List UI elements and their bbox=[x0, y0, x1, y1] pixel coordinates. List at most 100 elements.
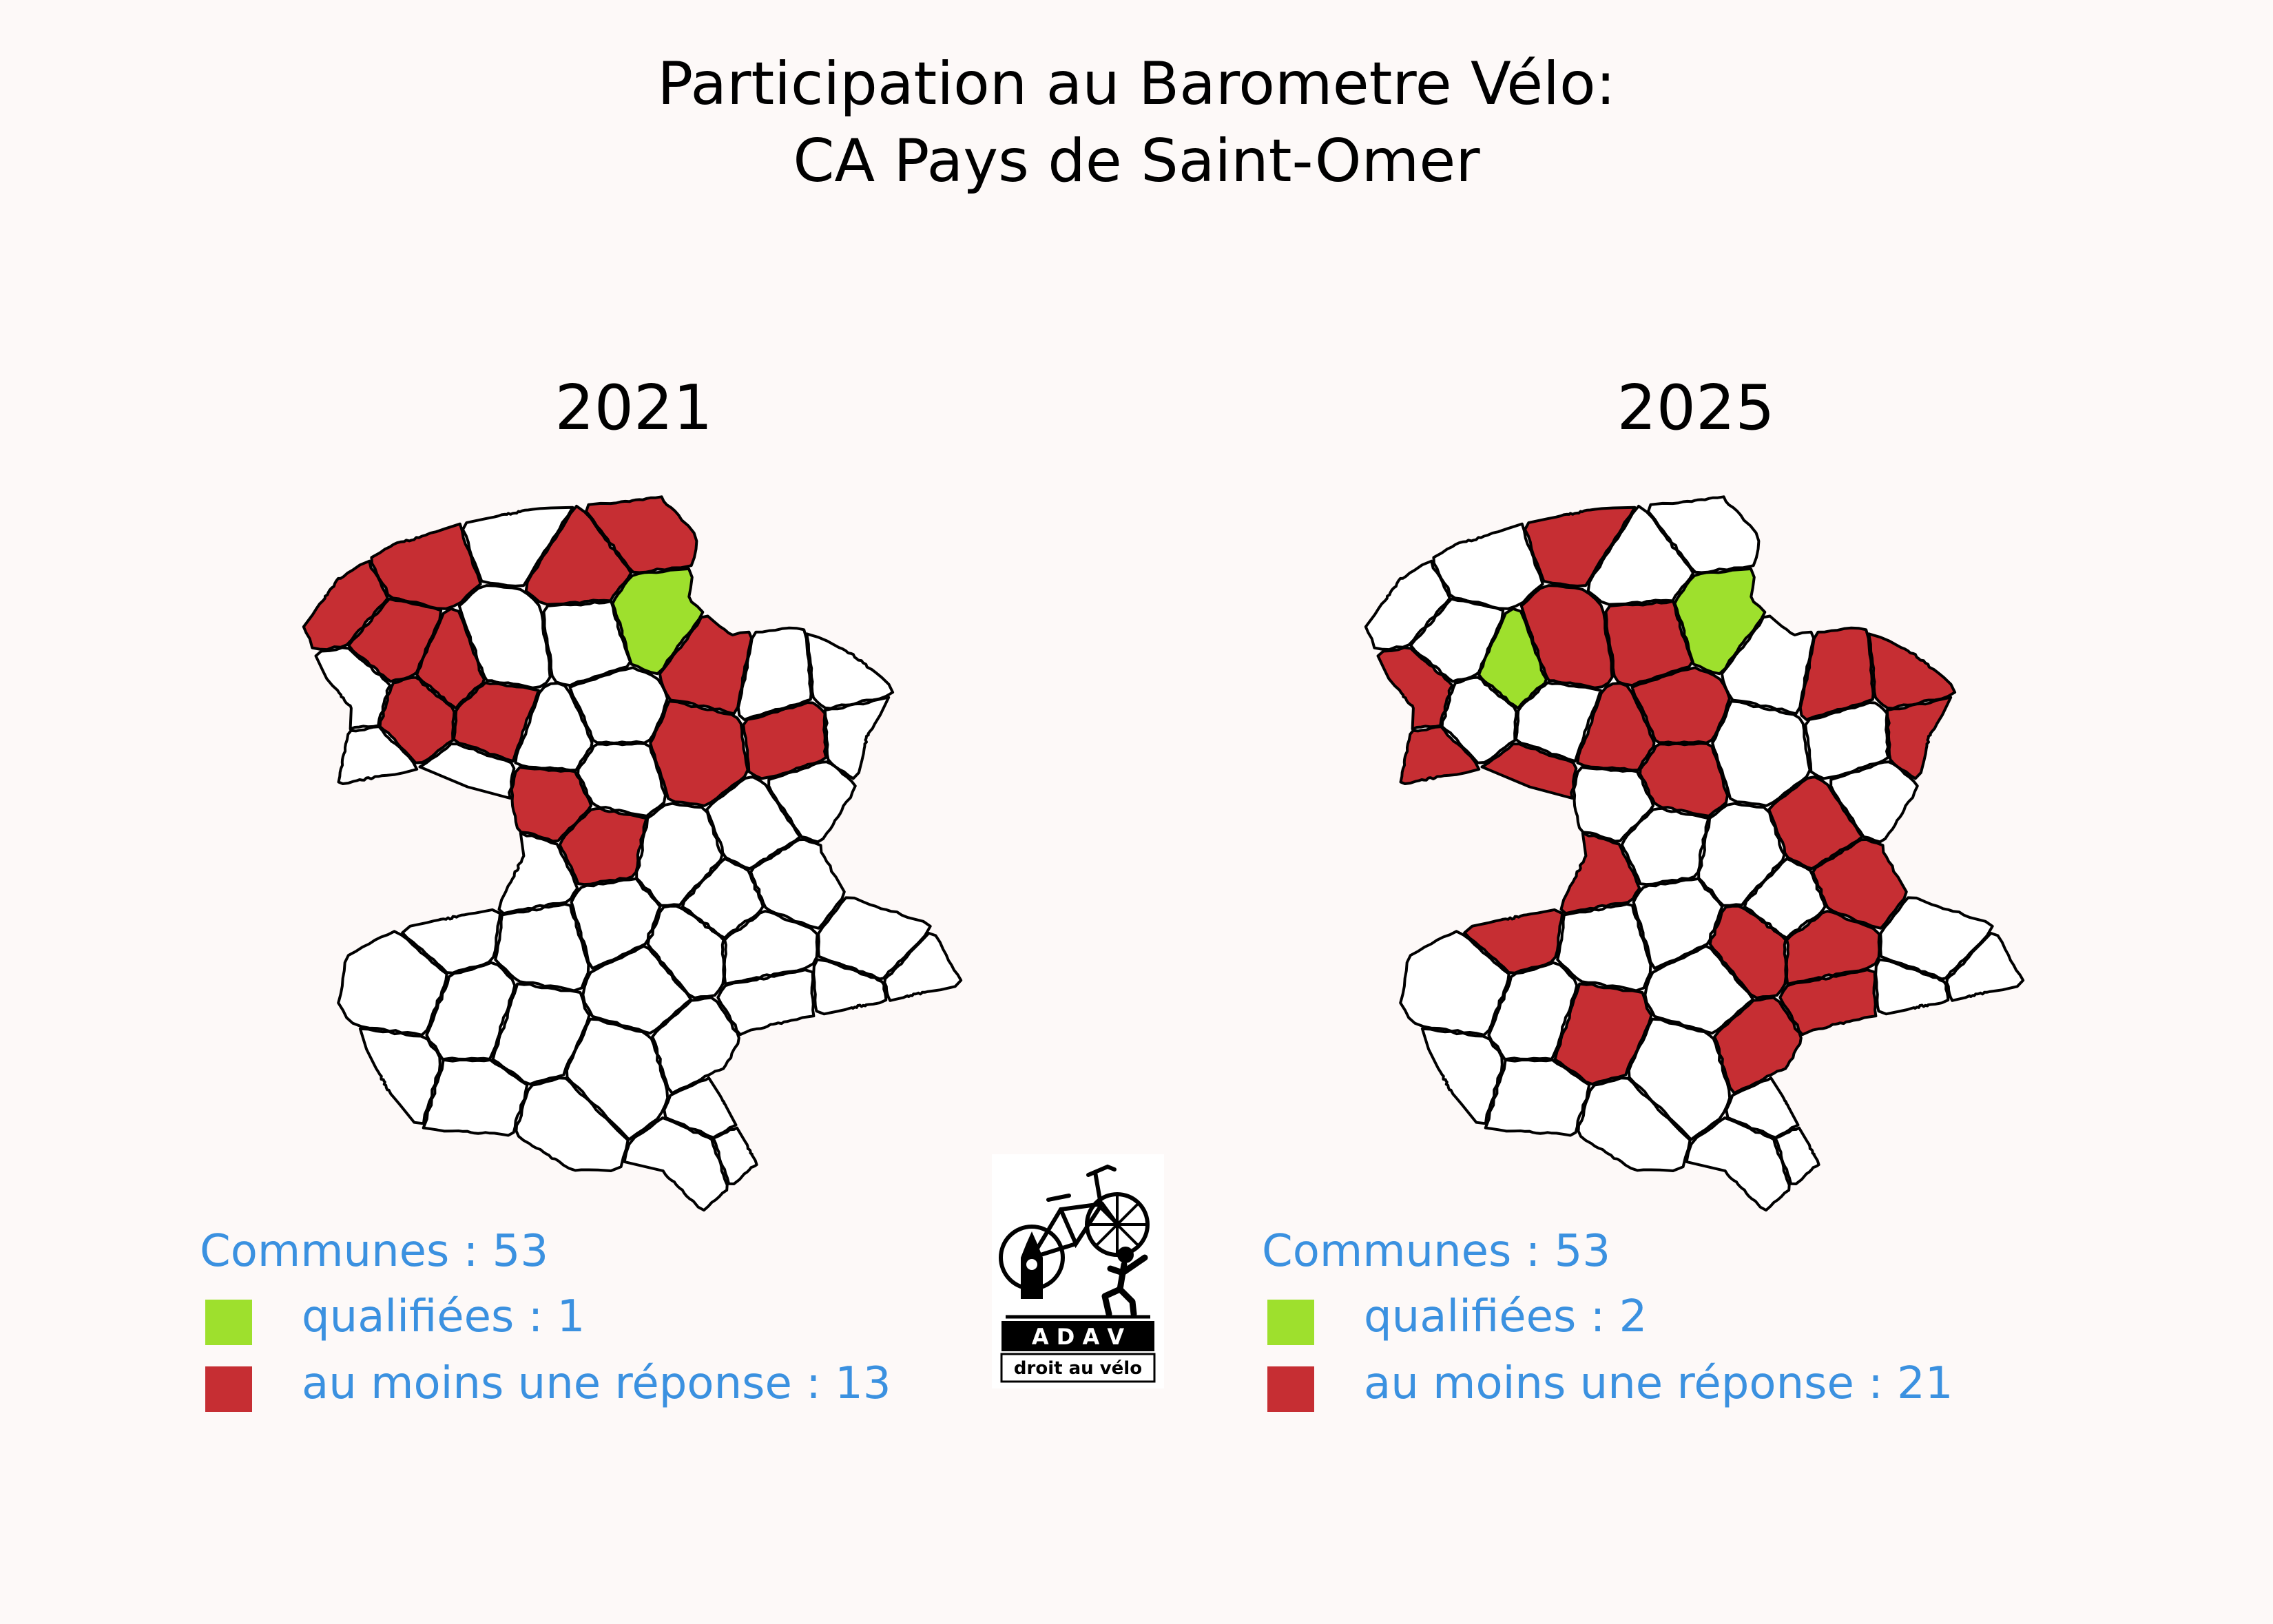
commune-responded bbox=[1812, 837, 1908, 930]
commune-none bbox=[1945, 932, 2025, 1002]
commune-responded bbox=[558, 806, 648, 886]
commune-responded bbox=[1778, 968, 1878, 1037]
commune-responded bbox=[452, 681, 540, 763]
commune-none bbox=[817, 896, 932, 981]
commune-none bbox=[716, 968, 816, 1037]
commune-none bbox=[577, 742, 667, 818]
qualified-swatch bbox=[1267, 1300, 1314, 1345]
commune-none bbox=[497, 831, 579, 915]
commune-none bbox=[568, 666, 669, 745]
commune-none bbox=[1432, 522, 1544, 610]
commune-none bbox=[425, 961, 517, 1061]
commune-responded bbox=[742, 701, 828, 780]
commune-none bbox=[514, 682, 594, 772]
commune-none bbox=[1874, 958, 1950, 1016]
commune-none bbox=[736, 626, 813, 721]
commune-none bbox=[681, 857, 765, 939]
commune-responded bbox=[649, 700, 749, 807]
commune-none bbox=[401, 908, 502, 975]
communes-count: Communes : 53 bbox=[200, 1226, 549, 1277]
responded-swatch bbox=[205, 1366, 252, 1412]
commune-responded bbox=[510, 766, 593, 843]
adav-logo: A D A V droit au vélo bbox=[992, 1154, 1164, 1388]
commune-none bbox=[1577, 1076, 1692, 1172]
commune-none bbox=[1556, 902, 1652, 992]
responded-label: au moins une réponse : 13 bbox=[302, 1358, 891, 1409]
commune-responded bbox=[347, 597, 443, 683]
commune-responded bbox=[1559, 831, 1641, 915]
commune-responded bbox=[1630, 666, 1731, 745]
commune-none bbox=[1627, 1017, 1732, 1141]
map-2021 bbox=[302, 495, 963, 1212]
commune-none bbox=[805, 632, 895, 710]
commune-none bbox=[767, 760, 857, 844]
commune-responded bbox=[1713, 996, 1803, 1095]
commune-none bbox=[623, 1116, 729, 1212]
commune-responded bbox=[1399, 725, 1481, 785]
commune-none bbox=[883, 932, 963, 1002]
commune-responded bbox=[1798, 626, 1875, 721]
title-line-1: Participation au Barometre Vélo: bbox=[657, 50, 1616, 118]
commune-none bbox=[663, 1076, 738, 1139]
commune-responded bbox=[1576, 682, 1656, 772]
logo-band-text: A D A V bbox=[1032, 1324, 1125, 1350]
commune-responded bbox=[1519, 584, 1614, 689]
qualified-swatch bbox=[205, 1300, 252, 1345]
commune-none bbox=[1572, 766, 1655, 843]
qualified-label: qualifiées : 2 bbox=[1364, 1291, 1648, 1342]
commune-responded bbox=[1639, 742, 1729, 818]
commune-responded bbox=[370, 522, 482, 610]
qualified-label: qualifiées : 1 bbox=[302, 1291, 585, 1342]
commune-none bbox=[1399, 930, 1511, 1037]
commune-none bbox=[358, 1027, 442, 1125]
commune-none bbox=[515, 1076, 630, 1172]
commune-none bbox=[457, 584, 552, 689]
commune-none bbox=[1364, 559, 1451, 652]
commune-none bbox=[418, 742, 516, 800]
map-2025 bbox=[1364, 495, 2025, 1212]
commune-none bbox=[1804, 701, 1890, 780]
commune-none bbox=[337, 930, 448, 1037]
commune-responded bbox=[524, 504, 633, 606]
commune-none bbox=[461, 506, 574, 587]
commune-none bbox=[1685, 1116, 1791, 1212]
commune-responded bbox=[1480, 742, 1578, 800]
commune-none bbox=[651, 996, 740, 1095]
commune-responded bbox=[1523, 506, 1637, 587]
commune-responded bbox=[302, 559, 389, 652]
responded-swatch bbox=[1267, 1366, 1314, 1412]
commune-none bbox=[823, 696, 891, 780]
commune-none bbox=[812, 958, 888, 1016]
commune-none bbox=[712, 1126, 758, 1185]
commune-none bbox=[491, 982, 591, 1086]
commune-responded bbox=[1785, 910, 1881, 986]
commune-none bbox=[1409, 597, 1505, 683]
commune-none bbox=[1586, 504, 1695, 606]
commune-none bbox=[1620, 806, 1710, 886]
commune-none bbox=[1829, 760, 1919, 844]
commune-none bbox=[422, 1058, 529, 1137]
commune-none bbox=[1711, 700, 1812, 807]
commune-none bbox=[749, 837, 846, 930]
commune-responded bbox=[1463, 908, 1564, 975]
commune-none bbox=[1484, 1058, 1591, 1137]
commune-none bbox=[1774, 1126, 1820, 1185]
commune-responded bbox=[1867, 632, 1957, 710]
communes-count: Communes : 53 bbox=[1262, 1226, 1611, 1277]
commune-none bbox=[337, 725, 419, 785]
commune-none bbox=[565, 1017, 670, 1141]
commune-none bbox=[494, 902, 590, 992]
commune-responded bbox=[1553, 982, 1653, 1086]
commune-none bbox=[1514, 681, 1602, 763]
commune-none bbox=[723, 910, 819, 986]
map-title: Participation au Barometre Vélo: CA Pays… bbox=[0, 45, 2273, 200]
title-line-2: CA Pays de Saint-Omer bbox=[793, 127, 1480, 196]
commune-none bbox=[1725, 1076, 1800, 1139]
logo-caption: droit au vélo bbox=[1014, 1358, 1142, 1379]
commune-none bbox=[1743, 857, 1827, 939]
panel-year-2021: 2021 bbox=[554, 372, 713, 444]
commune-none bbox=[1879, 896, 1994, 981]
commune-none bbox=[1487, 961, 1579, 1061]
commune-responded bbox=[1885, 696, 1953, 780]
commune-none bbox=[1420, 1027, 1504, 1125]
